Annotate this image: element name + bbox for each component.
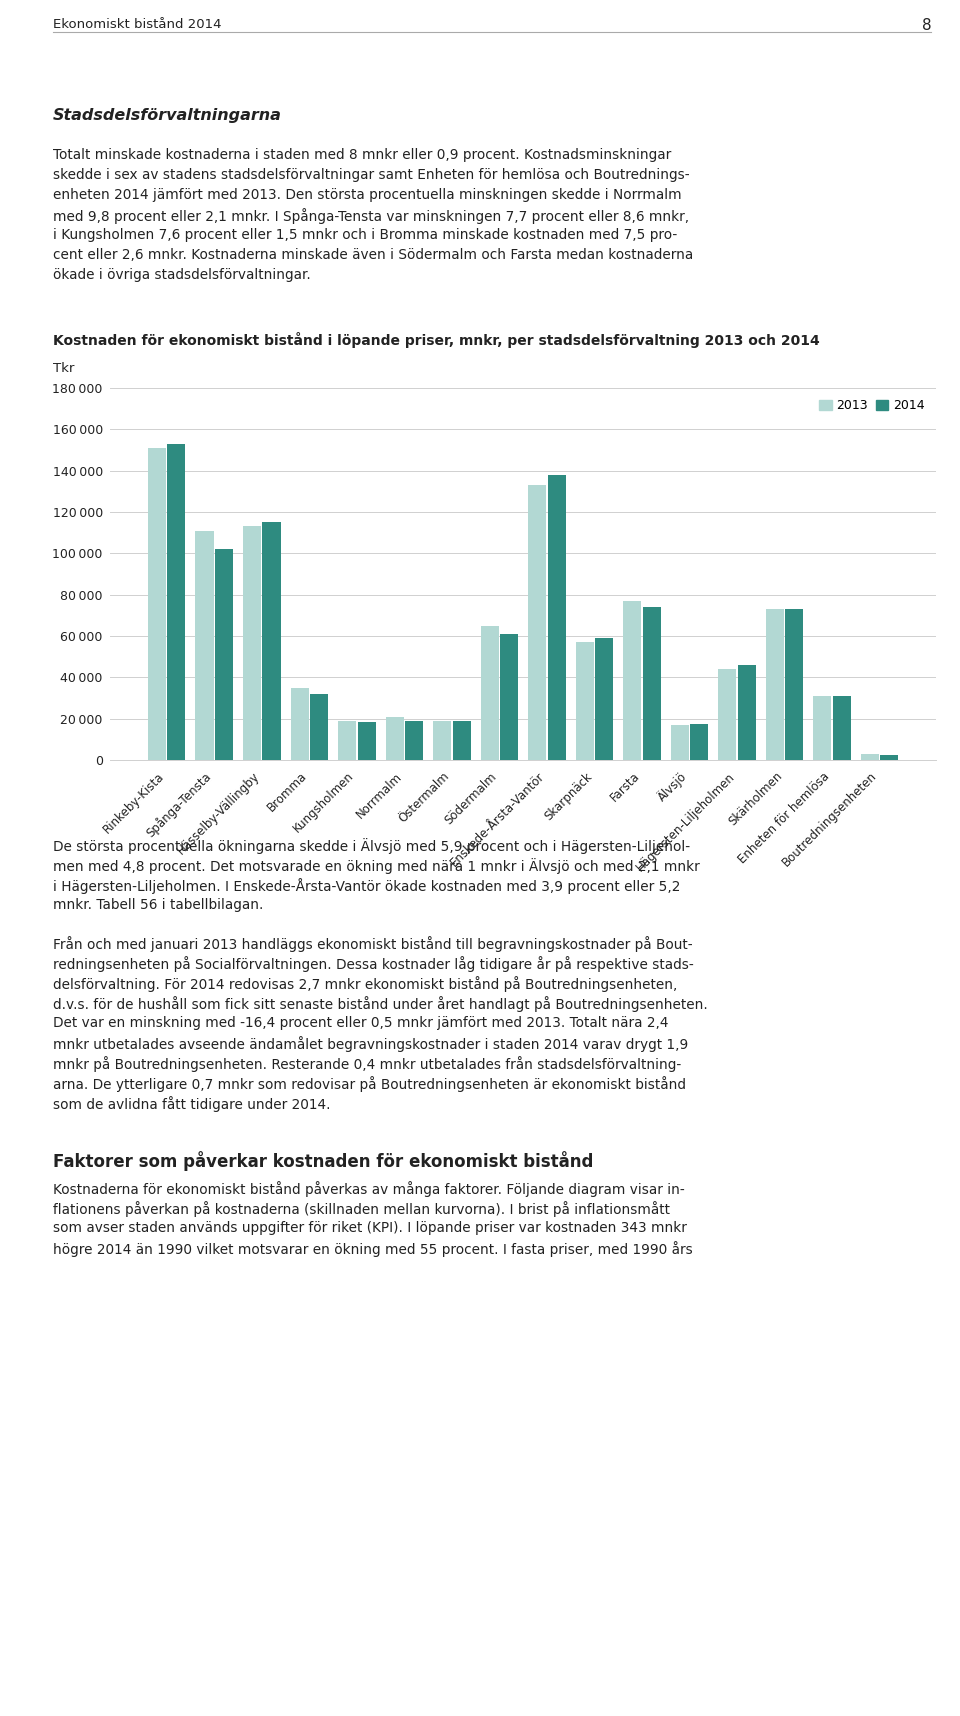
Bar xyxy=(148,448,166,760)
Text: i Hägersten-Liljeholmen. I Enskede-Årsta-Vantör ökade kostnaden med 3,9 procent : i Hägersten-Liljeholmen. I Enskede-Årsta… xyxy=(53,879,681,894)
Bar xyxy=(766,609,784,760)
Text: d.v.s. för de hushåll som fick sitt senaste bistånd under året handlagt på Boutr: d.v.s. för de hushåll som fick sitt sena… xyxy=(53,995,708,1012)
Text: arna. De ytterligare 0,7 mnkr som redovisar på Boutredningsenheten är ekonomiskt: arna. De ytterligare 0,7 mnkr som redovi… xyxy=(53,1076,685,1091)
Text: Faktorer som påverkar kostnaden för ekonomiskt bistånd: Faktorer som påverkar kostnaden för ekon… xyxy=(53,1151,593,1170)
Text: men med 4,8 procent. Det motsvarade en ökning med nära 1 mnkr i Älvsjö och med 2: men med 4,8 procent. Det motsvarade en ö… xyxy=(53,858,700,873)
Text: ökade i övriga stadsdelsförvaltningar.: ökade i övriga stadsdelsförvaltningar. xyxy=(53,268,310,281)
Text: i Kungsholmen 7,6 procent eller 1,5 mnkr och i Bromma minskade kostnaden med 7,5: i Kungsholmen 7,6 procent eller 1,5 mnkr… xyxy=(53,228,677,242)
Bar xyxy=(433,721,451,760)
Text: De största procentuella ökningarna skedde i Älvsjö med 5,9 procent och i Hägerst: De största procentuella ökningarna skedd… xyxy=(53,837,690,855)
Legend: 2013, 2014: 2013, 2014 xyxy=(814,395,929,417)
Bar xyxy=(595,638,613,760)
Bar xyxy=(405,721,423,760)
Bar xyxy=(338,721,356,760)
Bar xyxy=(643,607,660,760)
Bar xyxy=(452,721,470,760)
Text: mnkr utbetalades avseende ändamålet begravningskostnader i staden 2014 varav dry: mnkr utbetalades avseende ändamålet begr… xyxy=(53,1036,688,1052)
Text: högre 2014 än 1990 vilket motsvarar en ökning med 55 procent. I fasta priser, me: högre 2014 än 1990 vilket motsvarar en ö… xyxy=(53,1241,692,1256)
Bar xyxy=(576,642,594,760)
Bar xyxy=(785,609,804,760)
Bar xyxy=(690,724,708,760)
Bar xyxy=(310,693,328,760)
Text: cent eller 2,6 mnkr. Kostnaderna minskade även i Södermalm och Farsta medan kost: cent eller 2,6 mnkr. Kostnaderna minskad… xyxy=(53,249,693,263)
Bar xyxy=(833,697,851,760)
Bar xyxy=(386,717,403,760)
Bar xyxy=(196,530,213,760)
Text: mnkr. Tabell 56 i tabellbilagan.: mnkr. Tabell 56 i tabellbilagan. xyxy=(53,897,263,911)
Text: Totalt minskade kostnaderna i staden med 8 mnkr eller 0,9 procent. Kostnadsminsk: Totalt minskade kostnaderna i staden med… xyxy=(53,148,671,161)
Bar xyxy=(243,527,261,760)
Bar xyxy=(718,669,736,760)
Text: som avser staden används uppgifter för riket (KPI). I löpande priser var kostnad: som avser staden används uppgifter för r… xyxy=(53,1222,686,1236)
Text: mnkr på Boutredningsenheten. Resterande 0,4 mnkr utbetalades från stadsdelsförva: mnkr på Boutredningsenheten. Resterande … xyxy=(53,1055,681,1072)
Bar xyxy=(500,633,518,760)
Text: Det var en minskning med -16,4 procent eller 0,5 mnkr jämfört med 2013. Totalt n: Det var en minskning med -16,4 procent e… xyxy=(53,1016,668,1030)
Bar xyxy=(262,522,280,760)
Bar xyxy=(528,486,546,760)
Bar xyxy=(880,755,899,760)
Bar xyxy=(547,475,565,760)
Text: enheten 2014 jämfört med 2013. Den största procentuella minskningen skedde i Nor: enheten 2014 jämfört med 2013. Den störs… xyxy=(53,189,682,202)
Bar xyxy=(215,549,233,760)
Text: redningsenheten på Socialförvaltningen. Dessa kostnader låg tidigare år på respe: redningsenheten på Socialförvaltningen. … xyxy=(53,956,693,971)
Text: flationens påverkan på kostnaderna (skillnaden mellan kurvorna). I brist på infl: flationens påverkan på kostnaderna (skil… xyxy=(53,1201,670,1217)
Text: med 9,8 procent eller 2,1 mnkr. I Spånga-Tensta var minskningen 7,7 procent elle: med 9,8 procent eller 2,1 mnkr. I Spånga… xyxy=(53,208,689,225)
Bar xyxy=(813,697,831,760)
Text: som de avlidna fått tidigare under 2014.: som de avlidna fått tidigare under 2014. xyxy=(53,1097,330,1112)
Text: delsförvaltning. För 2014 redovisas 2,7 mnkr ekonomiskt bistånd på Boutredningse: delsförvaltning. För 2014 redovisas 2,7 … xyxy=(53,976,677,992)
Bar xyxy=(481,626,499,760)
Bar xyxy=(671,724,689,760)
Bar xyxy=(623,601,641,760)
Text: Kostnaderna för ekonomiskt bistånd påverkas av många faktorer. Följande diagram : Kostnaderna för ekonomiskt bistånd påver… xyxy=(53,1181,684,1198)
Bar xyxy=(357,722,375,760)
Text: Tkr: Tkr xyxy=(53,362,74,376)
Text: Kostnaden för ekonomiskt bistånd i löpande priser, mnkr, per stadsdelsförvaltnin: Kostnaden för ekonomiskt bistånd i löpan… xyxy=(53,331,820,348)
Text: Från och med januari 2013 handläggs ekonomiskt bistånd till begravningskostnader: Från och med januari 2013 handläggs ekon… xyxy=(53,935,692,952)
Bar xyxy=(738,664,756,760)
Text: skedde i sex av stadens stadsdelsförvaltningar samt Enheten för hemlösa och Bout: skedde i sex av stadens stadsdelsförvalt… xyxy=(53,168,689,182)
Bar xyxy=(167,444,185,760)
Bar xyxy=(861,753,879,760)
Text: 8: 8 xyxy=(922,17,931,33)
Bar xyxy=(291,688,308,760)
Text: Ekonomiskt bistånd 2014: Ekonomiskt bistånd 2014 xyxy=(53,17,222,31)
Text: Stadsdelsförvaltningarna: Stadsdelsförvaltningarna xyxy=(53,108,281,124)
